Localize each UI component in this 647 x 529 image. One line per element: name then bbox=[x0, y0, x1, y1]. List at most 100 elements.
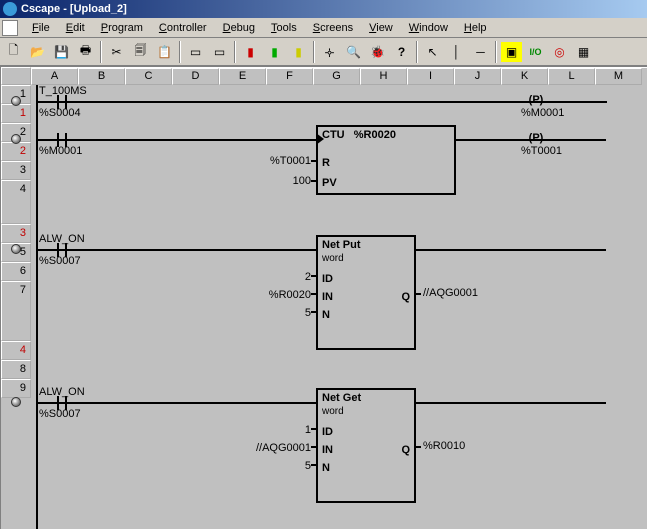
column-header[interactable]: G bbox=[313, 68, 360, 85]
new-icon[interactable]: 🗋 bbox=[2, 41, 25, 63]
row-header[interactable]: 8 bbox=[1, 360, 31, 379]
target-icon[interactable]: ◎ bbox=[548, 41, 571, 63]
pin-wire bbox=[416, 446, 421, 448]
pin-wire bbox=[311, 428, 316, 430]
pin-in: IN bbox=[322, 291, 333, 303]
ladder-canvas[interactable]: T_100MS %S0004 P %M0001 %M0001 CTU %R002… bbox=[31, 85, 647, 529]
row-header[interactable]: 3 bbox=[1, 161, 31, 180]
menu-program[interactable]: Program bbox=[93, 20, 151, 36]
contact-address: %S0007 bbox=[39, 408, 81, 420]
row-header[interactable]: 4 bbox=[1, 180, 31, 224]
menu-debug[interactable]: Debug bbox=[215, 20, 263, 36]
column-header[interactable]: B bbox=[78, 68, 125, 85]
column-header[interactable]: E bbox=[219, 68, 266, 85]
search-icon[interactable]: 🔍 bbox=[342, 41, 365, 63]
menu-view[interactable]: View bbox=[361, 20, 401, 36]
ctu-block[interactable]: CTU %R0020 R PV bbox=[316, 125, 456, 195]
lamp-icon[interactable]: 🝊 bbox=[318, 41, 341, 63]
module2-icon[interactable]: ▭ bbox=[208, 41, 231, 63]
pin-value: 100 bbox=[281, 175, 311, 187]
column-header[interactable]: K bbox=[501, 68, 548, 85]
rung-wire bbox=[416, 402, 606, 404]
pin-value: 5 bbox=[299, 460, 311, 472]
column-header[interactable]: C bbox=[125, 68, 172, 85]
vline-icon[interactable]: │ bbox=[445, 41, 468, 63]
app-icon bbox=[3, 2, 17, 16]
pin-wire bbox=[311, 160, 316, 162]
pin-value: 5 bbox=[299, 307, 311, 319]
mdi-icon[interactable] bbox=[2, 20, 18, 36]
netget-block[interactable]: Net Get word ID IN N Q bbox=[316, 388, 416, 503]
row-header[interactable]: 9 bbox=[1, 379, 31, 398]
pin-value: 2 bbox=[299, 271, 311, 283]
column-headers: ABCDEFGHIJKLM bbox=[31, 67, 647, 85]
pin-wire bbox=[416, 293, 421, 295]
titlebar: Cscape - [Upload_2] bbox=[0, 0, 647, 18]
workspace: ABCDEFGHIJKLM 1122343567489 T_100MS %S00… bbox=[0, 66, 647, 529]
traffic-red-icon[interactable]: ▮ bbox=[239, 41, 262, 63]
column-header[interactable]: M bbox=[595, 68, 642, 85]
pin-value: %R0020 bbox=[261, 289, 311, 301]
menu-controller[interactable]: Controller bbox=[151, 20, 215, 36]
power-rail bbox=[36, 85, 38, 529]
row-headers: 1122343567489 bbox=[1, 85, 31, 529]
row-header[interactable]: 1 bbox=[1, 104, 31, 123]
menu-tools[interactable]: Tools bbox=[263, 20, 305, 36]
rung-dot bbox=[11, 96, 21, 106]
column-header[interactable]: H bbox=[360, 68, 407, 85]
column-header[interactable]: I bbox=[407, 68, 454, 85]
netput-block[interactable]: Net Put word ID IN N Q bbox=[316, 235, 416, 350]
traffic-green-icon[interactable]: ▮ bbox=[263, 41, 286, 63]
pin-n: N bbox=[322, 462, 330, 474]
hline-icon[interactable]: ─ bbox=[469, 41, 492, 63]
rung-dot bbox=[11, 134, 21, 144]
paste-icon[interactable]: 📋 bbox=[153, 41, 176, 63]
cursor-icon[interactable]: ↖ bbox=[421, 41, 444, 63]
pin-in: IN bbox=[322, 444, 333, 456]
menu-screens[interactable]: Screens bbox=[305, 20, 361, 36]
pin-value: //AQG0001 bbox=[423, 287, 478, 299]
pin-pv: PV bbox=[322, 177, 337, 189]
column-header[interactable]: J bbox=[454, 68, 501, 85]
coil-address: %T0001 bbox=[521, 145, 562, 157]
pin-wire bbox=[311, 275, 316, 277]
select-all-corner[interactable] bbox=[1, 67, 31, 85]
rung-dot bbox=[11, 244, 21, 254]
pin-id: ID bbox=[322, 426, 333, 438]
io-icon[interactable]: I/O bbox=[524, 41, 547, 63]
column-header[interactable]: A bbox=[31, 68, 78, 85]
row-header[interactable]: 2 bbox=[1, 142, 31, 161]
menu-file[interactable]: File bbox=[24, 20, 58, 36]
open-icon[interactable]: 📂 bbox=[26, 41, 49, 63]
row-header[interactable]: 6 bbox=[1, 262, 31, 281]
column-header[interactable]: F bbox=[266, 68, 313, 85]
column-header[interactable]: D bbox=[172, 68, 219, 85]
column-header[interactable]: L bbox=[548, 68, 595, 85]
grid-icon[interactable]: ▦ bbox=[572, 41, 595, 63]
menu-help[interactable]: Help bbox=[456, 20, 495, 36]
rung-dot bbox=[11, 397, 21, 407]
pin-id: ID bbox=[322, 273, 333, 285]
menu-window[interactable]: Window bbox=[401, 20, 456, 36]
bug-icon[interactable]: 🐞 bbox=[366, 41, 389, 63]
menu-edit[interactable]: Edit bbox=[58, 20, 93, 36]
print-icon[interactable]: 🖶 bbox=[74, 41, 97, 63]
module1-icon[interactable]: ▭ bbox=[184, 41, 207, 63]
contact-address: %S0004 bbox=[39, 107, 81, 119]
copy-icon[interactable]: 🗐 bbox=[129, 41, 152, 63]
save-icon[interactable]: 💾 bbox=[50, 41, 73, 63]
row-header[interactable]: 3 bbox=[1, 224, 31, 243]
pin-wire bbox=[311, 180, 316, 182]
menubar: File Edit Program Controller Debug Tools… bbox=[0, 18, 647, 38]
help-icon[interactable]: ? bbox=[390, 41, 413, 63]
row-header[interactable]: 4 bbox=[1, 341, 31, 360]
pin-value: //AQG0001 bbox=[246, 442, 311, 454]
pin-wire bbox=[311, 311, 316, 313]
screen1-icon[interactable]: ▣ bbox=[500, 41, 523, 63]
coil-address: %M0001 bbox=[521, 107, 564, 119]
pin-r: R bbox=[322, 157, 330, 169]
rung-wire bbox=[416, 249, 606, 251]
cut-icon[interactable]: ✂ bbox=[105, 41, 128, 63]
traffic-yellow-icon[interactable]: ▮ bbox=[287, 41, 310, 63]
row-header[interactable]: 7 bbox=[1, 281, 31, 341]
